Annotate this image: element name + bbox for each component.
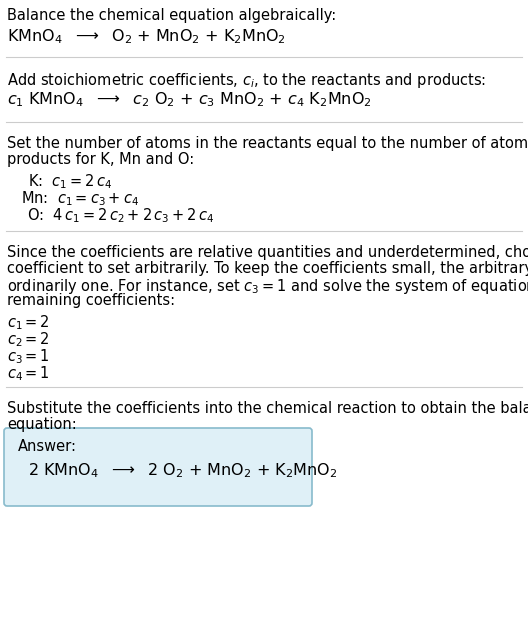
FancyBboxPatch shape (4, 428, 312, 506)
Text: remaining coefficients:: remaining coefficients: (7, 293, 175, 308)
Text: Substitute the coefficients into the chemical reaction to obtain the balanced: Substitute the coefficients into the che… (7, 401, 528, 416)
Text: Answer:: Answer: (18, 439, 77, 454)
Text: coefficient to set arbitrarily. To keep the coefficients small, the arbitrary va: coefficient to set arbitrarily. To keep … (7, 261, 528, 276)
Text: 2 KMnO$_4$  $\longrightarrow$  2 O$_2$ + MnO$_2$ + K$_2$MnO$_2$: 2 KMnO$_4$ $\longrightarrow$ 2 O$_2$ + M… (28, 461, 337, 480)
Text: Set the number of atoms in the reactants equal to the number of atoms in the: Set the number of atoms in the reactants… (7, 136, 528, 151)
Text: products for K, Mn and O:: products for K, Mn and O: (7, 152, 194, 167)
Text: $c_4 = 1$: $c_4 = 1$ (7, 364, 50, 383)
Text: $c_1 = 2$: $c_1 = 2$ (7, 313, 50, 332)
Text: K:  $c_1 = 2\,c_4$: K: $c_1 = 2\,c_4$ (28, 172, 112, 191)
Text: O:  $4\,c_1 = 2\,c_2 + 2\,c_3 + 2\,c_4$: O: $4\,c_1 = 2\,c_2 + 2\,c_3 + 2\,c_4$ (27, 206, 214, 224)
Text: Since the coefficients are relative quantities and underdetermined, choose a: Since the coefficients are relative quan… (7, 245, 528, 260)
Text: $c_3 = 1$: $c_3 = 1$ (7, 347, 50, 366)
Text: Mn:  $c_1 = c_3 + c_4$: Mn: $c_1 = c_3 + c_4$ (21, 189, 139, 208)
Text: $c_2 = 2$: $c_2 = 2$ (7, 330, 50, 349)
Text: Add stoichiometric coefficients, $c_i$, to the reactants and products:: Add stoichiometric coefficients, $c_i$, … (7, 71, 486, 90)
Text: $c_1$ KMnO$_4$  $\longrightarrow$  $c_2$ O$_2$ + $c_3$ MnO$_2$ + $c_4$ K$_2$MnO$: $c_1$ KMnO$_4$ $\longrightarrow$ $c_2$ O… (7, 90, 372, 108)
Text: equation:: equation: (7, 417, 77, 432)
Text: Balance the chemical equation algebraically:: Balance the chemical equation algebraica… (7, 8, 336, 23)
Text: KMnO$_4$  $\longrightarrow$  O$_2$ + MnO$_2$ + K$_2$MnO$_2$: KMnO$_4$ $\longrightarrow$ O$_2$ + MnO$_… (7, 27, 286, 46)
Text: ordinarily one. For instance, set $c_3 = 1$ and solve the system of equations fo: ordinarily one. For instance, set $c_3 =… (7, 277, 528, 296)
